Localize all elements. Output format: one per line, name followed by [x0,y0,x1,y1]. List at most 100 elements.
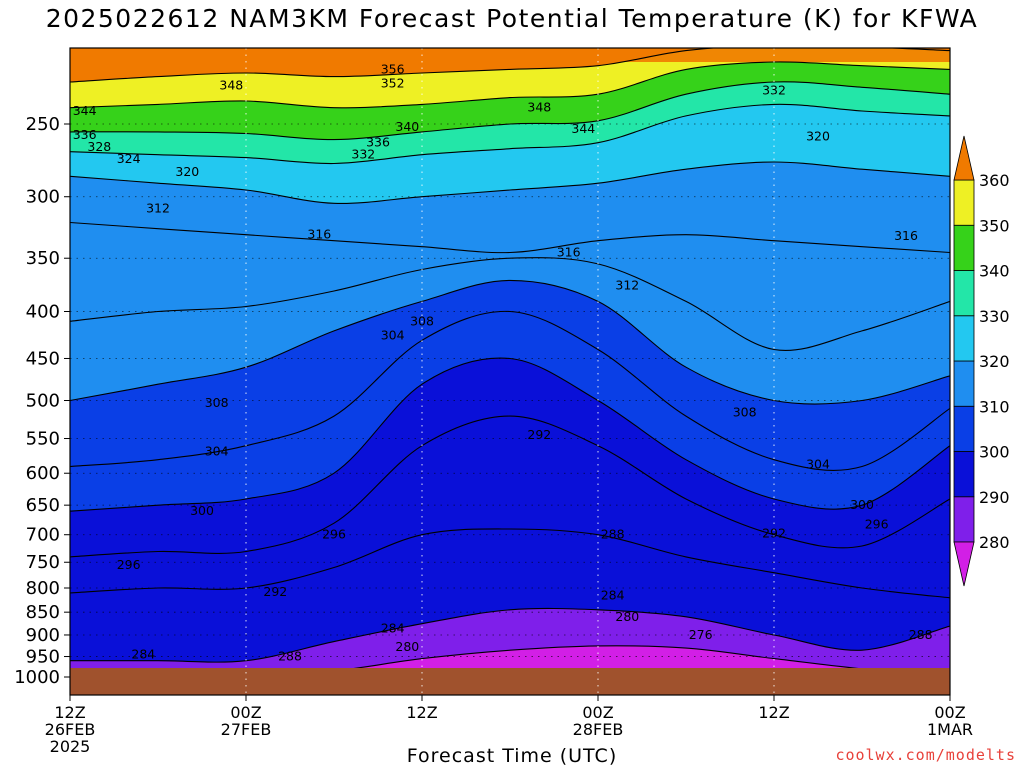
contour-label-344: 344 [73,103,97,118]
x-tick-label: 00Z [230,703,261,722]
contour-label-304: 304 [381,328,405,343]
colorbar-label: 310 [979,397,1010,416]
colorbar-segment-310 [953,360,975,407]
isentrope-280 [353,645,859,668]
contour-label-296: 296 [322,527,346,542]
y-axis-pressure-ticks: 2503003504004505005506006507007508008509… [14,114,70,688]
contour-label-284: 284 [131,646,155,661]
fill-band-top [70,48,950,62]
x-tick-label: 12Z [758,703,789,722]
colorbar-segment-340 [953,224,975,271]
contour-label-352: 352 [381,76,405,91]
contour-label-316: 316 [894,228,918,243]
colorbar-segment-330 [953,270,975,317]
y-tick-label: 400 [26,301,60,322]
contour-label-284: 284 [381,620,405,635]
colorbar-segment-290 [953,451,975,498]
isentrope-332 [70,103,950,165]
ground-terrain [70,668,950,695]
colorbar-segment-280 [953,496,975,543]
colorbar-label: 320 [979,352,1010,371]
colorbar-label: 290 [979,488,1010,507]
colorbar-segment-320 [953,315,975,362]
contour-label-292: 292 [263,584,287,599]
y-tick-label: 850 [26,602,60,623]
colorbar-label: 330 [979,307,1010,326]
y-tick-label: 800 [26,578,60,599]
x-tick-label: 00Z [934,703,965,722]
isentrope-340 [70,81,950,141]
contour-label-288: 288 [278,649,302,664]
contour-label-308: 308 [410,313,434,328]
contour-label-312: 312 [146,201,170,216]
x-tick-label: 00Z [582,703,613,722]
contour-label-348: 348 [219,78,243,93]
contour-label-344: 344 [571,121,595,136]
contour-label-324: 324 [117,151,141,166]
contour-label-284: 284 [601,587,625,602]
isentrope-300 [70,357,950,512]
contour-label-316: 316 [307,227,331,242]
y-tick-label: 950 [26,647,60,668]
y-tick-label: 1000 [14,667,60,688]
contour-label-288: 288 [909,627,933,642]
colorbar-segment-350 [953,179,975,226]
contour-label-280: 280 [615,609,639,624]
contour-label-336: 336 [73,127,97,142]
colorbar-label: 280 [979,533,1010,552]
colorbar-low-arrow [953,541,975,587]
isentrope-288 [70,607,950,663]
colorbar-label: 360 [979,171,1010,190]
contour-label-328: 328 [87,139,111,154]
y-tick-label: 650 [26,495,60,516]
contour-label-304: 304 [205,443,229,458]
contour-labels: 3563523483483443443403363363323323283243… [73,61,933,663]
colorbar-segment-300 [953,405,975,452]
isentrope-296 [70,415,950,558]
x-tick-label: 26FEB [45,720,96,739]
y-tick-label: 600 [26,463,60,484]
chart-title: 2025022612 NAM3KM Forecast Potential Tem… [45,4,979,33]
isentrope-292 [70,528,950,599]
contour-label-356: 356 [381,61,405,76]
contour-label-296: 296 [117,557,141,572]
y-tick-label: 350 [26,248,60,269]
y-tick-label: 900 [26,625,60,646]
contour-label-292: 292 [762,526,786,541]
isentrope-316 [70,221,950,254]
contour-label-336: 336 [366,135,390,150]
x-axis-label: Forecast Time (UTC) [406,745,618,767]
contour-label-332: 332 [351,147,375,162]
contour-label-296: 296 [865,516,889,531]
source-credit: coolwx.com/modelts [835,746,1016,764]
contour-label-308: 308 [205,395,229,410]
isentrope-320 [70,161,950,204]
isentrope-356 [70,48,950,83]
colorbar-label: 340 [979,262,1010,281]
contour-label-276: 276 [689,627,713,642]
x-tick-label: 2025 [50,737,91,756]
contour-label-340: 340 [395,119,419,134]
contour-label-304: 304 [806,456,830,471]
plot-frame [69,47,951,696]
contour-label-292: 292 [527,427,551,442]
y-tick-label: 550 [26,429,60,450]
contour-label-308: 308 [733,404,757,419]
contour-label-300: 300 [190,503,214,518]
colorbar-high-arrow [953,135,975,181]
colorbar-label: 300 [979,443,1010,462]
x-tick-label: 1MAR [927,720,973,739]
x-tick-label: 27FEB [221,720,272,739]
contour-label-332: 332 [762,83,786,98]
contour-label-312: 312 [615,278,639,293]
y-tick-label: 750 [26,552,60,573]
y-tick-label: 450 [26,348,60,369]
contour-label-300: 300 [850,497,874,512]
y-tick-label: 300 [26,187,60,208]
contour-label-316: 316 [557,244,581,259]
contour-label-320: 320 [175,164,199,179]
x-tick-label: 12Z [406,703,437,722]
isentrope-308 [70,279,950,405]
isentrope-304 [70,310,950,471]
